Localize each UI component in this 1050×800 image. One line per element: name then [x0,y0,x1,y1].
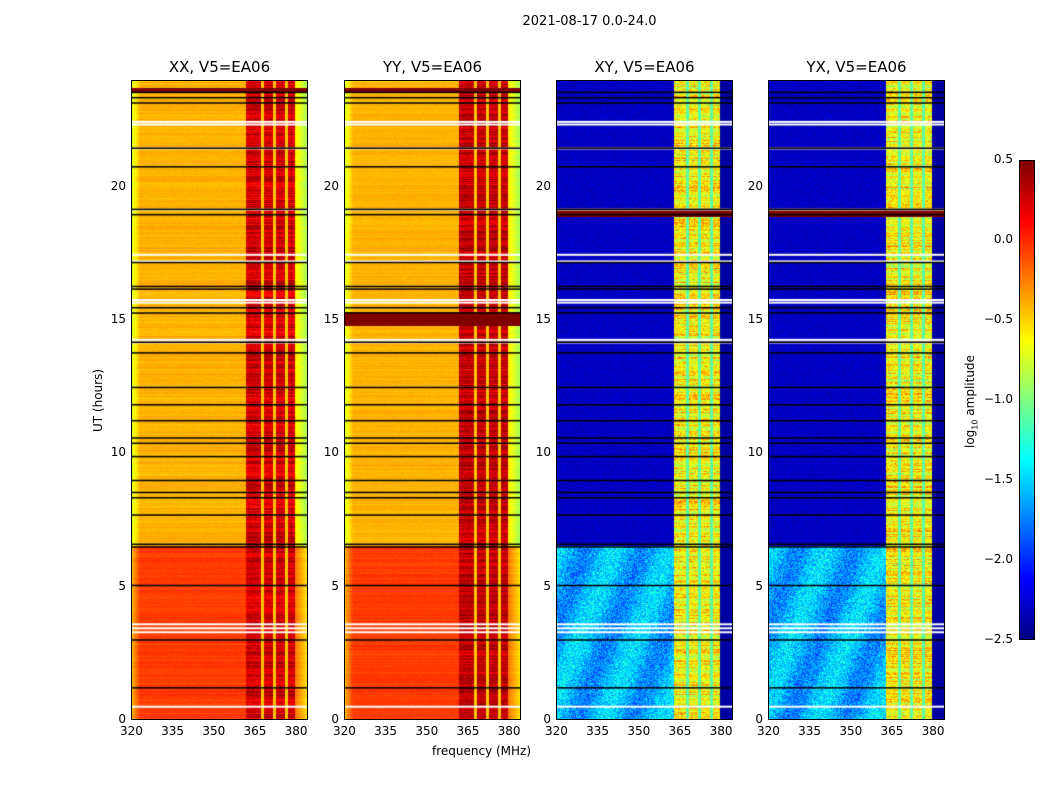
y-tick-label: 10 [110,445,126,460]
x-tick-label: 365 [668,724,692,738]
y-tick-label: 0 [331,712,339,726]
x-tick-label: 350 [415,724,439,738]
y-tick-label: 0 [755,712,763,726]
x-tick-label: 350 [839,724,863,738]
x-tick-label: 335 [586,724,610,738]
x-tick-label: 320 [545,724,568,738]
heatmap-panel [344,80,521,720]
y-tick-label: 10 [323,445,339,460]
x-tick-label: 335 [374,724,398,738]
heatmap-panel [768,80,945,720]
y-tick-label: 20 [535,178,551,193]
x-tick-label: 365 [456,724,480,738]
colorbar-tick-label: −2.5 [983,632,1013,646]
y-tick-label: 20 [110,178,126,193]
y-tick-label: 20 [323,178,339,193]
x-tick-label: 350 [202,724,226,738]
colorbar-gradient [1020,161,1034,639]
x-tick-label: 365 [243,724,267,738]
y-tick-label: 20 [747,178,763,193]
y-tick-label: 0 [543,712,551,726]
y-tick-label: 15 [110,312,126,326]
x-tick-label: 380 [497,724,521,738]
x-tick-label: 320 [757,724,780,738]
x-axis-label: frequency (MHz) [432,744,532,758]
x-tick-label: 335 [798,724,822,738]
colorbar-tick-label: 0.5 [993,152,1013,166]
heatmap-panel [556,80,733,720]
y-tick-label: 5 [755,578,763,593]
x-tick-label: 335 [161,724,185,738]
x-tick-label: 380 [921,724,945,738]
colorbar-tick-label: −1.0 [983,392,1013,406]
y-tick-label: 15 [747,312,763,326]
x-tick-label: 320 [120,724,143,738]
heatmap-image [132,81,307,719]
heatmap-image [557,81,732,719]
colorbar-tick-label: −1.5 [983,472,1013,486]
colorbar [1019,160,1035,640]
x-tick-label: 320 [333,724,356,738]
y-axis-label: UT (hours) [91,368,105,432]
x-tick-label: 380 [284,724,308,738]
y-tick-label: 5 [331,578,339,593]
heatmap-image [345,81,520,719]
colorbar-label: log10 amplitude [963,355,980,448]
panel-title: XY, V5=EA06 [594,58,695,76]
panel-title: XX, V5=EA06 [168,58,271,76]
colorbar-tick-label: 0.0 [993,232,1013,246]
y-tick-label: 15 [323,312,339,326]
heatmap-panel [131,80,308,720]
y-tick-label: 5 [118,578,126,593]
x-tick-label: 380 [709,724,733,738]
panel-title: YY, V5=EA06 [382,58,483,76]
heatmap-image [769,81,944,719]
x-tick-label: 350 [627,724,651,738]
x-tick-label: 365 [880,724,904,738]
colorbar-tick-label: −2.0 [983,552,1013,566]
colorbar-tick-label: −0.5 [983,312,1013,326]
y-tick-label: 15 [535,312,551,326]
y-tick-label: 5 [543,578,551,593]
y-tick-label: 0 [118,712,126,726]
y-tick-label: 10 [747,445,763,460]
y-tick-label: 10 [535,445,551,460]
panel-title: YX, V5=EA06 [806,58,907,76]
figure-title: 2021-08-17 0.0-24.0 [522,14,657,29]
